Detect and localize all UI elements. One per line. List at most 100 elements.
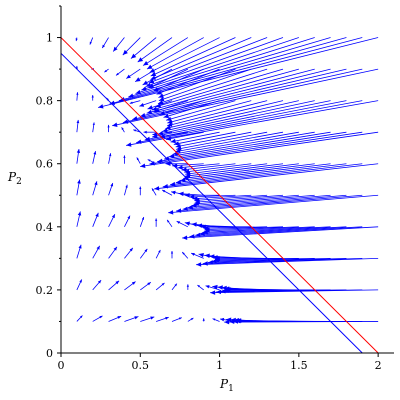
field-arrow [140, 316, 155, 322]
field-arrow [76, 119, 80, 133]
field-arrow [92, 181, 98, 196]
field-arrow [151, 68, 299, 111]
field-arrow [155, 249, 161, 259]
field-arrow [76, 279, 83, 291]
field-arrow [154, 163, 379, 191]
field-arrow [170, 190, 188, 196]
field-arrow [75, 37, 78, 42]
field-arrow [175, 163, 331, 185]
field-arrow [171, 283, 178, 291]
field-arrow [177, 163, 220, 170]
field-arrow [122, 37, 141, 56]
field-arrow [166, 219, 173, 228]
field-arrow [151, 100, 331, 139]
field-arrow [108, 182, 114, 196]
field-arrow [210, 289, 379, 295]
field-arrow [151, 188, 157, 196]
field-arrow [123, 155, 126, 164]
field-arrow [129, 100, 141, 104]
y-tick-label: 0 [46, 347, 53, 360]
field-arrow [92, 279, 102, 291]
field-arrow [101, 37, 109, 49]
field-arrow [212, 318, 220, 322]
y-tick-label: 0.2 [36, 284, 54, 297]
field-arrow [158, 68, 252, 102]
x-tick-label: 1.5 [290, 359, 308, 372]
field-arrow [173, 131, 236, 146]
field-arrow [202, 318, 205, 322]
field-arrow [139, 248, 148, 259]
field-arrow [112, 37, 125, 52]
field-arrow [176, 131, 268, 151]
field-arrow [181, 251, 189, 259]
field-arrow [181, 163, 236, 172]
x-tick-label: 1 [216, 359, 223, 372]
field-arrow [124, 316, 139, 322]
field-arrow [224, 319, 379, 325]
field-arrow [162, 100, 299, 133]
blue-reference-line [61, 52, 363, 353]
field-arrow [108, 153, 112, 164]
field-arrow [146, 68, 315, 115]
field-arrow [124, 215, 131, 227]
field-arrow [140, 281, 152, 291]
axes [60, 6, 394, 354]
field-arrow [108, 246, 118, 259]
field-arrow [92, 122, 95, 133]
field-arrow [170, 251, 174, 259]
field-arrow [115, 68, 125, 76]
field-arrow [108, 280, 120, 291]
x-tick-label: 2 [375, 359, 382, 372]
field-arrow [170, 131, 220, 144]
field-arrow [107, 124, 110, 133]
y-tick-label: 0.4 [36, 221, 54, 234]
field-arrow [121, 127, 125, 133]
field-arrow [169, 131, 315, 159]
field-arrow [150, 37, 236, 77]
field-arrow [176, 220, 189, 228]
y-axis-label: P2 [7, 170, 22, 187]
field-arrow [135, 37, 315, 95]
field-arrow [171, 317, 182, 322]
field-arrow [139, 216, 145, 227]
red-reference-line [61, 37, 379, 353]
field-arrow [133, 129, 141, 133]
field-arrow [76, 92, 79, 101]
x-axis-label: P1 [219, 377, 234, 394]
field-arrow [140, 131, 379, 168]
field-arrow [145, 37, 284, 87]
field-arrow [130, 37, 157, 59]
x-tick-label: 0.5 [132, 359, 150, 372]
field-arrow [92, 151, 97, 164]
field-arrow [92, 315, 103, 322]
field-arrow [166, 100, 268, 127]
field-arrow [155, 68, 284, 108]
field-arrow [142, 37, 189, 66]
field-arrow [124, 281, 136, 291]
field-arrow [182, 226, 379, 240]
field-arrow [150, 37, 252, 80]
field-arrow [124, 247, 134, 259]
tick-marks: 0 0.5 1 1.5 2 0 0.2 0.4 0.6 0.8 1 [36, 5, 382, 372]
field-arrow [155, 282, 165, 291]
y-tick-label: 0.6 [36, 158, 54, 171]
field-arrow [76, 244, 82, 259]
field-arrow [126, 68, 141, 79]
field-arrow [149, 37, 220, 73]
field-arrow [112, 68, 379, 127]
field-arrow [137, 37, 173, 63]
field-arrow [139, 100, 157, 107]
field-arrow [158, 68, 236, 98]
field-arrow [162, 189, 173, 196]
field-arrow [168, 194, 379, 215]
field-arrow [197, 284, 204, 291]
field-arrow [139, 186, 142, 196]
field-arrow [76, 179, 81, 196]
field-arrow [172, 163, 204, 168]
reference-lines [61, 37, 379, 353]
field-arrow [184, 193, 220, 198]
field-arrow [108, 315, 122, 322]
field-arrow [157, 100, 315, 136]
field-arrow [187, 317, 194, 322]
